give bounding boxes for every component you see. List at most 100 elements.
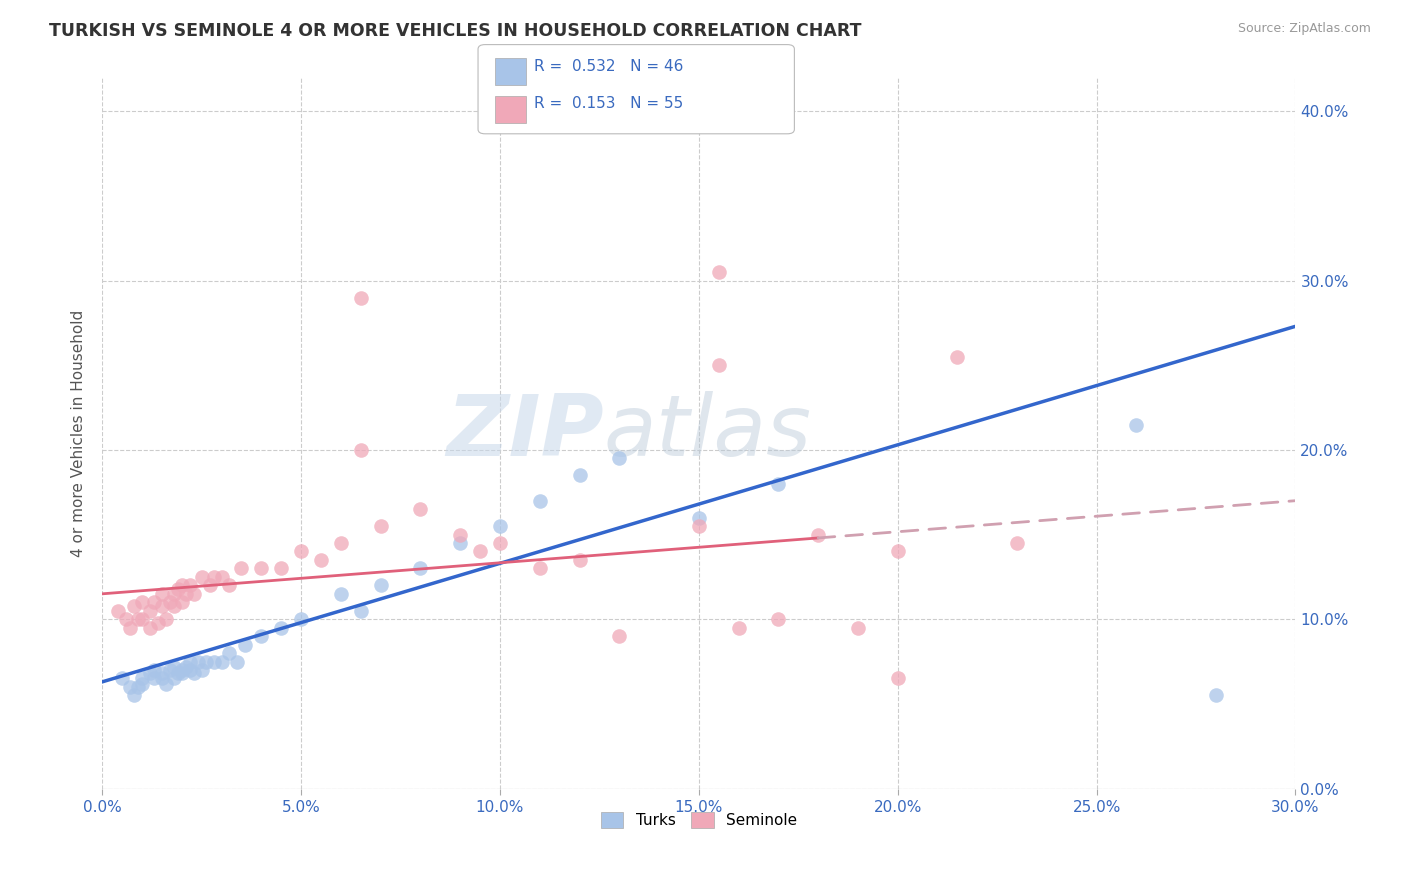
Point <box>155 612 177 626</box>
Point <box>179 655 201 669</box>
Point <box>118 680 141 694</box>
Point <box>166 666 188 681</box>
Point <box>159 595 181 609</box>
Text: TURKISH VS SEMINOLE 4 OR MORE VEHICLES IN HOUSEHOLD CORRELATION CHART: TURKISH VS SEMINOLE 4 OR MORE VEHICLES I… <box>49 22 862 40</box>
Point <box>290 544 312 558</box>
Point <box>946 350 969 364</box>
Text: ZIP: ZIP <box>446 392 603 475</box>
Point <box>155 676 177 690</box>
Point <box>329 536 352 550</box>
Point <box>150 599 173 613</box>
Point <box>449 536 471 550</box>
Point <box>127 680 149 694</box>
Point <box>270 561 292 575</box>
Point <box>190 570 212 584</box>
Point <box>309 553 332 567</box>
Point <box>122 689 145 703</box>
Point <box>607 451 630 466</box>
Point <box>179 578 201 592</box>
Point <box>290 612 312 626</box>
Point <box>226 655 249 669</box>
Point <box>142 663 165 677</box>
Point <box>329 587 352 601</box>
Point <box>163 672 186 686</box>
Point <box>202 655 225 669</box>
Point <box>159 663 181 677</box>
Point <box>146 615 169 630</box>
Point <box>370 519 392 533</box>
Point <box>886 672 908 686</box>
Point <box>529 561 551 575</box>
Point <box>529 493 551 508</box>
Point <box>131 672 153 686</box>
Point <box>468 544 491 558</box>
Point <box>270 621 292 635</box>
Point <box>707 265 730 279</box>
Point <box>174 587 197 601</box>
Point <box>688 519 710 533</box>
Point <box>139 666 162 681</box>
Legend: Turks, Seminole: Turks, Seminole <box>595 806 803 834</box>
Point <box>250 561 273 575</box>
Text: R =  0.532   N = 46: R = 0.532 N = 46 <box>534 59 683 74</box>
Point <box>727 621 749 635</box>
Point <box>409 502 432 516</box>
Point <box>142 595 165 609</box>
Point <box>170 666 193 681</box>
Point <box>846 621 869 635</box>
Point <box>166 582 188 596</box>
Point <box>449 527 471 541</box>
Point <box>231 561 253 575</box>
Point <box>568 468 591 483</box>
Point <box>190 663 212 677</box>
Point <box>568 553 591 567</box>
Point <box>170 663 193 677</box>
Point <box>127 612 149 626</box>
Point <box>183 587 205 601</box>
Text: Source: ZipAtlas.com: Source: ZipAtlas.com <box>1237 22 1371 36</box>
Point <box>688 510 710 524</box>
Point <box>163 659 186 673</box>
Point <box>179 663 201 677</box>
Y-axis label: 4 or more Vehicles in Household: 4 or more Vehicles in Household <box>72 310 86 557</box>
Point <box>122 599 145 613</box>
Point <box>350 291 373 305</box>
Point <box>150 666 173 681</box>
Text: R =  0.153   N = 55: R = 0.153 N = 55 <box>534 95 683 111</box>
Point <box>211 655 233 669</box>
Point <box>409 561 432 575</box>
Point <box>150 672 173 686</box>
Point <box>350 442 373 457</box>
Point <box>118 621 141 635</box>
Point <box>115 612 138 626</box>
Point <box>370 578 392 592</box>
Point <box>1205 689 1227 703</box>
Point <box>198 578 221 592</box>
Point <box>139 604 162 618</box>
Point <box>142 672 165 686</box>
Point <box>111 672 134 686</box>
Point <box>218 646 240 660</box>
Point <box>1005 536 1028 550</box>
Point <box>183 666 205 681</box>
Point <box>187 655 209 669</box>
Point <box>131 676 153 690</box>
Point <box>218 578 240 592</box>
Point <box>131 612 153 626</box>
Point <box>707 358 730 372</box>
Point <box>768 476 790 491</box>
Point <box>489 536 512 550</box>
Point <box>163 599 186 613</box>
Point <box>807 527 830 541</box>
Point <box>886 544 908 558</box>
Point <box>350 604 373 618</box>
Point <box>139 621 162 635</box>
Point <box>194 655 217 669</box>
Point <box>163 587 186 601</box>
Point <box>768 612 790 626</box>
Point <box>170 595 193 609</box>
Point <box>235 638 257 652</box>
Point <box>174 659 197 673</box>
Point <box>607 629 630 643</box>
Point <box>202 570 225 584</box>
